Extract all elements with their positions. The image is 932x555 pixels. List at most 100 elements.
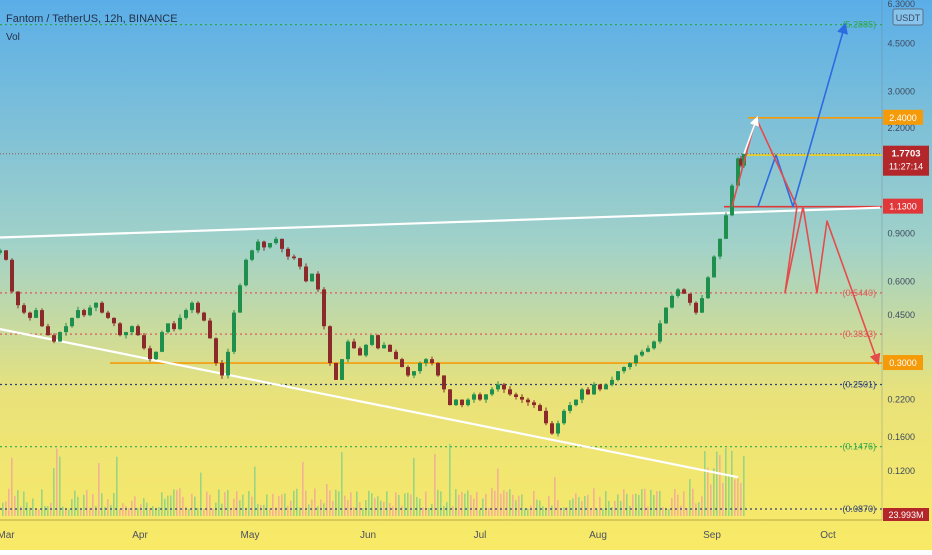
volume-bar bbox=[473, 498, 475, 516]
candle-body bbox=[184, 310, 188, 318]
white-arrow[interactable] bbox=[743, 116, 759, 154]
candle-body bbox=[400, 359, 404, 368]
volume-bar bbox=[698, 502, 700, 516]
candle-body bbox=[82, 310, 86, 316]
volume-bar bbox=[23, 491, 25, 516]
volume-bar bbox=[20, 506, 22, 516]
volume-bar bbox=[677, 494, 679, 516]
volume-bar bbox=[578, 497, 580, 516]
level-label: (0.5440) bbox=[842, 288, 876, 298]
volume-bar bbox=[80, 508, 82, 516]
candle-body bbox=[406, 367, 410, 376]
candle-body bbox=[616, 371, 620, 380]
candle-body bbox=[94, 302, 98, 308]
time-tick-label: Apr bbox=[132, 530, 148, 541]
candle-body bbox=[358, 348, 362, 356]
candle-body bbox=[208, 320, 212, 339]
volume-indicator-label[interactable]: Vol bbox=[6, 32, 20, 43]
volume-bar bbox=[275, 507, 277, 516]
price-tick-label: 0.4500 bbox=[887, 310, 915, 320]
candle-body bbox=[574, 399, 578, 406]
candle-body bbox=[580, 389, 584, 400]
candle-body bbox=[688, 293, 692, 303]
volume-bar bbox=[227, 490, 229, 516]
candle-body bbox=[454, 399, 458, 406]
candle-body bbox=[484, 394, 488, 400]
price-axis[interactable]: 6.3000 4.5000 3.0000 2.2000 0.9000 0.6000 0.45… bbox=[887, 0, 915, 476]
candle-body bbox=[124, 332, 128, 336]
volume-bar bbox=[278, 495, 280, 516]
volume-bar bbox=[260, 505, 262, 516]
volume-bar bbox=[605, 490, 607, 516]
candle-body bbox=[136, 326, 140, 336]
volume-bar bbox=[653, 495, 655, 516]
volume-bar bbox=[383, 502, 385, 516]
volume-bar bbox=[593, 488, 595, 516]
volume-bar bbox=[479, 509, 481, 516]
time-axis[interactable]: Mar Apr May Jun Jul Aug Sep Oct bbox=[0, 530, 836, 541]
volume-bar bbox=[356, 491, 358, 516]
volume-bar bbox=[635, 493, 637, 516]
volume-bar bbox=[155, 508, 157, 516]
currency-button[interactable] bbox=[892, 8, 924, 26]
volume-bar bbox=[299, 507, 301, 516]
volume-bar bbox=[209, 494, 211, 516]
volume-bar bbox=[416, 496, 418, 516]
volume-bar bbox=[695, 503, 697, 516]
price-tick-label: 0.1600 bbox=[887, 432, 915, 442]
candle-body bbox=[52, 335, 56, 342]
volume-bar bbox=[194, 496, 196, 516]
volume-bar bbox=[599, 496, 601, 516]
price-tick-label: 4.5000 bbox=[887, 39, 915, 49]
lower-white-trendline[interactable] bbox=[0, 328, 739, 479]
volume-bar bbox=[317, 506, 319, 516]
volume-bars bbox=[2, 443, 745, 516]
candle-body bbox=[64, 326, 68, 333]
volume-bar bbox=[329, 490, 331, 516]
candle-body bbox=[334, 363, 338, 380]
red-projection[interactable] bbox=[731, 117, 881, 366]
volume-bar bbox=[14, 496, 16, 516]
volume-bar bbox=[122, 503, 124, 516]
volume-bar bbox=[362, 508, 364, 516]
volume-bar bbox=[386, 491, 388, 516]
horizontal-levels[interactable]: (5.2885) (0.5440) (0.3833) (0.2501) (0.1476)… bbox=[0, 20, 882, 514]
volume-bar bbox=[68, 509, 70, 516]
volume-bar bbox=[251, 496, 253, 516]
symbol-title[interactable]: Fantom / TetherUS, 12h, BINANCE bbox=[6, 13, 178, 25]
volume-bar bbox=[554, 477, 556, 516]
candle-body bbox=[376, 335, 380, 349]
candle-body bbox=[166, 323, 170, 333]
candle-body bbox=[100, 302, 104, 313]
candle-body bbox=[346, 341, 350, 360]
candle-body bbox=[526, 399, 530, 403]
volume-bar bbox=[131, 500, 133, 516]
volume-bar bbox=[668, 509, 670, 516]
volume-bar bbox=[206, 491, 208, 516]
volume-bar bbox=[74, 490, 76, 516]
volume-bar bbox=[464, 493, 466, 516]
volume-bar bbox=[272, 493, 274, 516]
candle-body bbox=[196, 302, 200, 313]
volume-bar bbox=[83, 494, 85, 516]
candle-body bbox=[316, 273, 320, 290]
volume-bar bbox=[320, 499, 322, 516]
volume-bar bbox=[413, 457, 415, 516]
volume-bar bbox=[245, 509, 247, 516]
volume-bar bbox=[224, 492, 226, 516]
volume-bar bbox=[59, 456, 61, 516]
volume-bar bbox=[737, 478, 739, 516]
time-tick-label: Aug bbox=[589, 530, 607, 541]
volume-bar bbox=[545, 507, 547, 516]
candle-body bbox=[178, 317, 182, 330]
projection-arrows[interactable] bbox=[731, 22, 881, 366]
candle-body bbox=[412, 371, 416, 376]
candle-body bbox=[598, 384, 602, 390]
volume-bar bbox=[17, 490, 19, 516]
volume-bar bbox=[257, 503, 259, 516]
volume-bar bbox=[158, 507, 160, 516]
candle-body bbox=[430, 359, 434, 364]
volume-bar bbox=[665, 509, 667, 516]
